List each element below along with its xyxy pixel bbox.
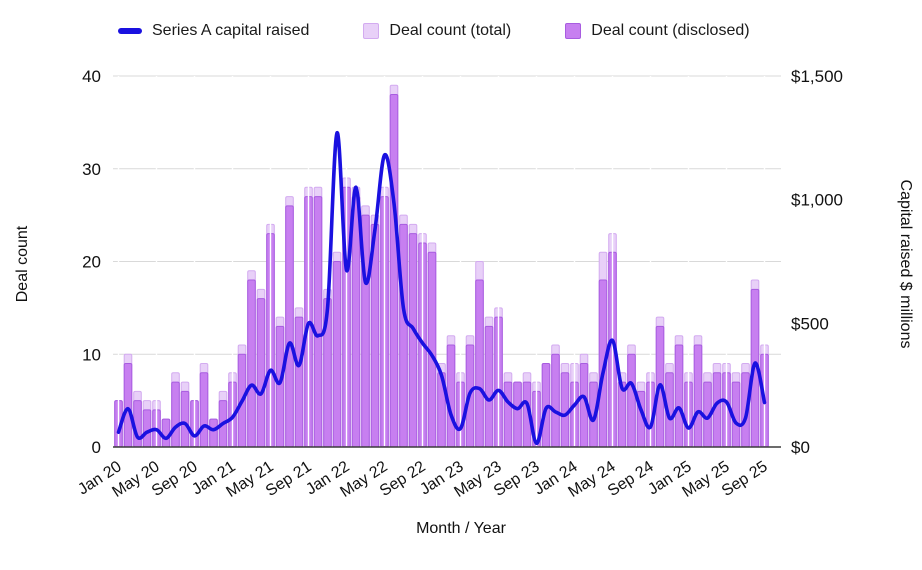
line-swatch-icon [118,28,142,34]
bar-deal-count-disclosed [285,205,294,448]
y-left-tick-label: 20 [82,253,101,272]
bar-deal-count-disclosed [332,261,342,448]
y-left-tick-label: 40 [82,67,101,86]
bar-deal-count-disclosed [142,409,152,448]
x-axis-title: Month / Year [416,520,506,537]
bar-deal-count-disclosed [313,196,323,448]
bar-deal-count-disclosed [389,94,399,448]
legend-label: Series A capital raised [152,22,310,39]
legend-item-deal-count-disclosed[interactable]: Deal count (disclosed) [565,22,750,40]
bar-deal-count-disclosed [627,353,636,448]
y-right-tick-label: $500 [791,314,829,333]
disclosed-swatch-icon [565,23,582,39]
bar-deal-count-disclosed [503,381,513,448]
bar-deal-count-disclosed [256,298,266,448]
y-axis-left-title: Deal count [14,225,31,303]
total-swatch-icon [363,23,380,39]
y-left-tick-label: 10 [82,345,101,364]
bar-deal-count-disclosed [199,372,209,448]
bar-deal-count-disclosed [161,418,171,448]
y-left-tick-label: 30 [82,160,101,179]
bar-deal-count-disclosed [560,372,570,448]
y-right-tick-label: $0 [791,438,810,457]
bar-deal-count-disclosed [475,279,484,448]
bar-deal-count-disclosed [351,196,361,448]
capital-raised-line [116,131,767,446]
bar-deal-count-disclosed [513,381,522,448]
legend-label: Deal count (total) [389,22,512,39]
bar-deal-count-disclosed [399,223,408,448]
bar-deal-count-disclosed [617,381,627,448]
bar-deal-count-disclosed [674,344,684,448]
legend-item-deal-count-total[interactable]: Deal count (total) [363,22,511,40]
bar-deal-count-disclosed [693,344,703,448]
bar-deal-count-disclosed [294,316,304,448]
bar-deal-count-disclosed [446,344,456,448]
bar-deal-count-disclosed [247,279,256,448]
bar-deal-count-disclosed [180,390,190,448]
y-axis-right-title: Capital raised $ millions [897,179,914,349]
bar-deal-count-disclosed [551,353,560,448]
bar-deal-count-disclosed [209,418,218,448]
bar-deal-count-disclosed [275,325,285,448]
y-left-tick-label: 0 [92,438,101,457]
bar-deal-count-disclosed [123,363,133,448]
bar-deal-count-disclosed [408,233,418,448]
chart-legend: Series A capital raised Deal count (tota… [118,22,750,40]
bar-deal-count-disclosed [484,325,494,448]
y-right-tick-label: $1,000 [791,191,843,210]
legend-item-capital-raised[interactable]: Series A capital raised [118,22,309,40]
bar-deal-count-disclosed [171,381,180,448]
y-right-tick-label: $1,500 [791,67,843,86]
legend-label: Deal count (disclosed) [591,22,750,39]
